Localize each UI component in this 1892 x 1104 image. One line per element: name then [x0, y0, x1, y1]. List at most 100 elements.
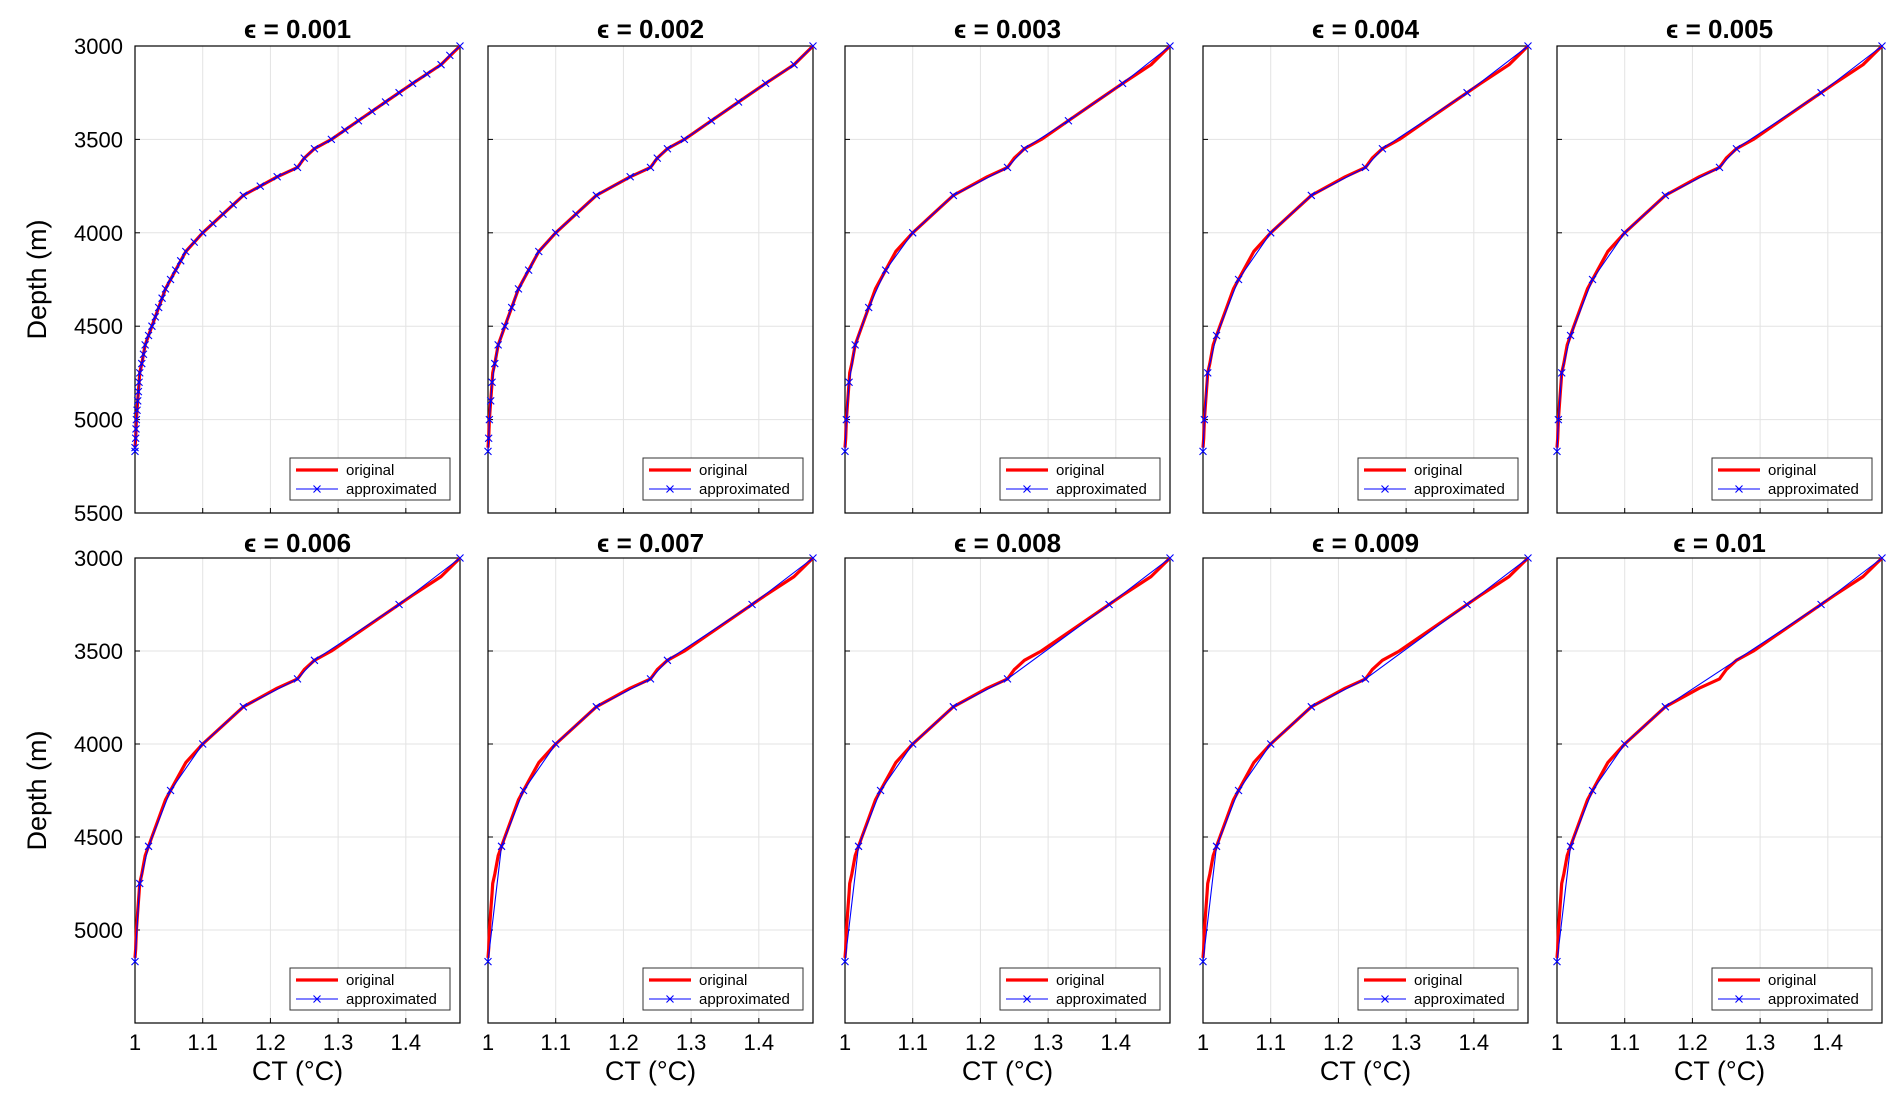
data-point-approximated	[1620, 740, 1629, 748]
data-point-approximated	[1203, 369, 1212, 377]
x-tick-label: 1.2	[1677, 1030, 1708, 1055]
x-tick-label: 1	[129, 1030, 141, 1055]
y-tick-label: 3500	[74, 127, 123, 152]
data-point-approximated	[1003, 163, 1012, 172]
legend: original approximated	[1357, 967, 1519, 1011]
subplot-8: 1 1.1 1.2 1.3 1.4 CT (°C) ϵ = 0.008 original app…	[839, 528, 1174, 1086]
subplot-3: ϵ = 0.003 original approximated	[841, 14, 1174, 514]
data-point-approximated	[646, 163, 655, 172]
x-tick-label: 1	[1551, 1030, 1563, 1055]
x-axis-label: CT (°C)	[605, 1056, 696, 1086]
data-point-approximated	[748, 600, 756, 609]
data-point-approximated	[208, 219, 217, 228]
legend-marker-approximated	[1381, 995, 1389, 1003]
legend-marker-approximated	[666, 995, 674, 1003]
data-point-approximated	[1307, 702, 1316, 711]
data-point-approximated	[1817, 88, 1825, 97]
data-point-approximated	[137, 359, 146, 368]
series-line-original	[133, 44, 462, 448]
data-point-approximated	[1200, 415, 1209, 424]
series-line-approximated	[1556, 45, 1883, 452]
series-line-approximated	[1202, 45, 1529, 452]
subplot-title: ϵ = 0.008	[954, 528, 1061, 558]
data-point-approximated	[519, 786, 528, 795]
data-point-approximated	[514, 284, 523, 293]
data-point-approximated	[219, 210, 227, 219]
series-line-approximated	[844, 45, 1171, 452]
subplot-title: ϵ = 0.001	[244, 14, 351, 44]
legend-box	[289, 457, 451, 501]
data-point-approximated	[1557, 369, 1566, 377]
data-point-approximated	[809, 554, 817, 562]
data-point-approximated	[1003, 675, 1012, 683]
x-tick-label: 1.1	[1255, 1030, 1286, 1055]
data-point-approximated	[842, 415, 851, 424]
data-point-approximated	[572, 210, 580, 219]
x-axis-label: CT (°C)	[962, 1056, 1053, 1086]
data-point-approximated	[592, 702, 601, 711]
data-point-approximated	[144, 842, 153, 851]
legend-box	[642, 457, 804, 501]
data-point-approximated	[1064, 116, 1073, 125]
legend-box	[999, 967, 1161, 1011]
legend-marker-approximated	[1735, 485, 1743, 493]
data-point-approximated	[437, 60, 445, 69]
series-line-approximated	[487, 557, 814, 962]
series-line-original	[1201, 44, 1530, 448]
axes-box	[844, 557, 1171, 1024]
subplot-title: ϵ = 0.005	[1666, 14, 1773, 44]
legend-marker-approximated	[666, 485, 674, 493]
x-tick-label: 1.2	[1323, 1030, 1354, 1055]
y-tick-label: 5000	[74, 408, 123, 433]
data-point-approximated	[1715, 163, 1724, 172]
axes-box	[1202, 45, 1529, 514]
data-point-approximated	[486, 397, 495, 405]
data-point-approximated	[381, 98, 390, 106]
data-point-approximated	[534, 247, 543, 256]
data-point-approximated	[135, 879, 144, 888]
data-point-approximated	[1524, 554, 1532, 562]
data-point-approximated	[551, 740, 560, 748]
data-point-approximated	[864, 303, 873, 312]
legend-marker-approximated	[313, 995, 321, 1003]
subplot-9: 1 1.1 1.2 1.3 1.4 CT (°C) ϵ = 0.009 original app…	[1197, 528, 1532, 1086]
data-point-approximated	[790, 60, 798, 69]
data-point-approximated	[354, 116, 363, 125]
data-point-approximated	[1212, 331, 1221, 340]
legend: original approximated	[1357, 457, 1519, 501]
data-point-approximated	[131, 434, 140, 443]
data-point-approximated	[229, 200, 238, 209]
subplot-title: ϵ = 0.002	[597, 14, 704, 44]
subplot-6: 1 1.1 1.2 1.3 1.4 CT (°C) 3000 3500 4000 4500 5000…	[22, 528, 464, 1086]
x-tick-label: 1.4	[1459, 1030, 1490, 1055]
data-point-approximated	[1105, 600, 1113, 609]
data-point-approximated	[1817, 600, 1825, 609]
data-point-approximated	[1588, 275, 1597, 284]
data-point-approximated	[158, 294, 166, 303]
x-tick-label: 1.4	[1813, 1030, 1844, 1055]
data-point-approximated	[507, 303, 516, 312]
data-point-approximated	[663, 656, 672, 665]
legend-label-approximated: approximated	[1414, 991, 1505, 1008]
data-point-approximated	[327, 135, 336, 144]
data-point-approximated	[490, 359, 499, 368]
data-point-approximated	[134, 387, 143, 396]
x-tick-label: 1.1	[187, 1030, 218, 1055]
x-tick-label: 1.1	[897, 1030, 928, 1055]
data-point-approximated	[132, 425, 140, 433]
data-point-approximated	[1307, 191, 1316, 200]
subplot-title: ϵ = 0.01	[1673, 528, 1766, 558]
legend-box	[1711, 967, 1873, 1011]
data-point-approximated	[135, 378, 143, 387]
axes-box	[1202, 557, 1529, 1024]
legend-box	[642, 967, 804, 1011]
data-point-approximated	[310, 656, 319, 665]
data-point-approximated	[1361, 163, 1370, 172]
legend-label-original: original	[1768, 972, 1816, 989]
x-tick-label: 1.3	[676, 1030, 707, 1055]
legend-marker-approximated	[1381, 485, 1389, 493]
y-tick-label: 4000	[74, 732, 123, 757]
data-point-approximated	[131, 443, 139, 452]
data-point-approximated	[166, 786, 175, 795]
